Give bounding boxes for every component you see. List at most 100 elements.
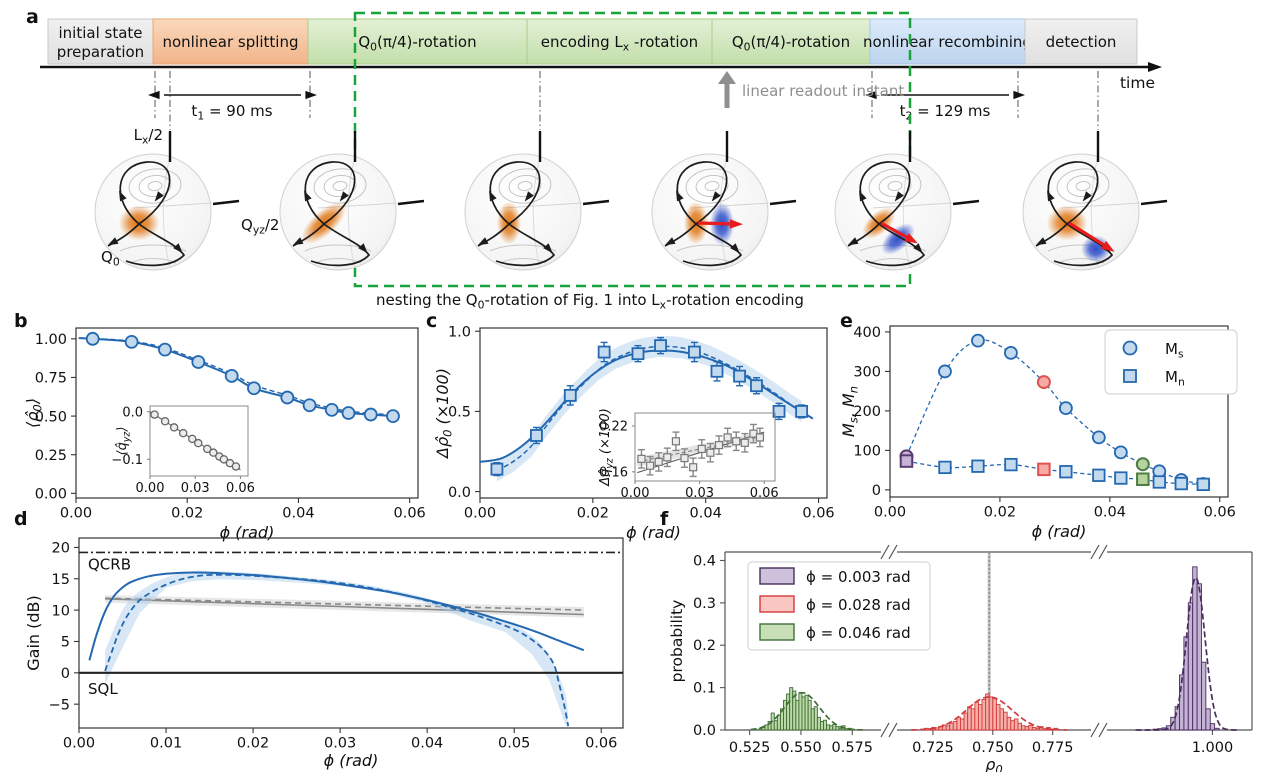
sql-label: SQL — [88, 680, 118, 698]
y-axis-label: Δq̂yz (×100) — [598, 408, 616, 487]
y-tick: 0.4 — [693, 553, 716, 569]
x-tick: 0.03 — [324, 736, 356, 752]
y-tick: 0 — [872, 483, 881, 499]
y-tick: 300 — [853, 365, 881, 381]
y-tick: 100 — [853, 444, 881, 460]
x-tick: 0.03 — [181, 481, 210, 496]
confidence-band — [105, 570, 569, 728]
y-tick: 0.22 — [599, 420, 628, 435]
x-axis-label: ϕ (rad) — [220, 523, 275, 542]
y-tick: 5 — [61, 635, 70, 651]
x-axis-label: ρ0 — [985, 755, 1002, 772]
panel-c-drho0-vs-phi: 0.00 0.02 0.04 0.06 0.0 0.5 1.0 ϕ (rad) Δρ̂0 (×1… — [433, 324, 835, 542]
bloch-sphere-4 — [651, 131, 797, 271]
legend-label: ϕ = 0.046 rad — [806, 624, 911, 642]
separatrix — [292, 161, 371, 267]
y-axis-label: Gain (dB) — [24, 595, 43, 671]
x-tick: 0.06 — [1204, 505, 1236, 521]
timeline-box-3: Q0(π/4)-rotation — [307, 18, 528, 65]
x-tick: 0.04 — [411, 736, 443, 752]
histogram-purple — [1135, 566, 1237, 731]
histogram-red — [911, 693, 1067, 731]
axes-b: 0.00 0.02 0.04 0.06 0.00 0.25 0.50 0.75 1.00 ϕ (r… — [23, 327, 426, 542]
x-tick: 0.02 — [171, 506, 203, 522]
x-tick: 0.00 — [621, 486, 650, 501]
gain-dashed — [104, 573, 570, 727]
qyz-axis-spike — [397, 199, 425, 206]
axis-break-icon — [1090, 544, 1100, 560]
panel-d-gain-vs-phi: 0.00 0.01 0.02 0.03 0.04 0.05 0.06 −5 0 5 10 15 20 ϕ … — [24, 537, 624, 770]
timeline-box-4: encoding Lx -rotation — [526, 18, 713, 65]
axes-f: 0.0 0.1 0.2 0.3 0.4 0.525 0.550 0.575 0.725 0.750… — [668, 544, 1253, 772]
y-tick: 0.0 — [122, 405, 143, 420]
timeline-box-7: detection — [1024, 18, 1138, 65]
readout-label: linear readout instant — [742, 82, 904, 100]
x-tick: 0.00 — [60, 506, 92, 522]
x-tick: 0.02 — [237, 736, 269, 752]
legend-e: Ms Mn — [1104, 329, 1238, 395]
panel-f-probability-histograms: 0.0 0.1 0.2 0.3 0.4 0.525 0.550 0.575 0.725 0.750… — [668, 544, 1253, 772]
legend-label: ϕ = 0.003 rad — [806, 568, 911, 586]
duration-arrow: t1 = 90 ms — [148, 90, 317, 123]
y-axis-label: ⟨ρ̂0⟩ — [23, 398, 45, 428]
x-tick: 0.750 — [972, 740, 1014, 756]
axes-b-inset: 0.00 0.03 0.06 0.0 −0.1⟨q̂yz⟩ — [111, 405, 255, 496]
y-tick: −0.1 — [111, 453, 143, 468]
x-tick: 0.02 — [577, 506, 609, 522]
axis-break-icon — [1098, 544, 1108, 560]
legend-label-mn: Mn — [1165, 368, 1185, 389]
y-tick: 0.5 — [448, 405, 471, 421]
qyz-axis-spike — [769, 199, 797, 206]
gaussian-envelope — [911, 696, 1067, 731]
bloch-sphere-3 — [464, 131, 610, 271]
nesting-caption: nesting the Q0-rotation of Fig. 1 into L… — [376, 291, 804, 312]
y-tick: 0.16 — [599, 466, 628, 481]
y-tick: 15 — [52, 572, 70, 588]
x-tick: 0.03 — [685, 486, 714, 501]
axis-break-icon — [880, 722, 890, 738]
gaussian-envelope — [1135, 576, 1237, 731]
qyz-axis-spike — [1140, 199, 1168, 206]
gain-solid — [88, 571, 585, 661]
timeline-box-6: nonlinear recombining — [863, 18, 1032, 65]
up-arrow-icon — [718, 71, 736, 84]
series-line-1 — [906, 460, 1204, 486]
legend-label: ϕ = 0.028 rad — [806, 596, 911, 614]
y-tick: 0.75 — [35, 371, 67, 387]
qyz-axis-spike — [582, 199, 610, 206]
box-label: Q0(π/4)-rotation — [358, 33, 476, 54]
series-line-0 — [905, 339, 1204, 485]
x-tick: 0.06 — [585, 736, 617, 752]
y-axis-label: Ms, Mn — [839, 386, 861, 437]
x-tick: 0.06 — [394, 506, 426, 522]
axes-d: 0.00 0.01 0.02 0.03 0.04 0.05 0.06 −5 0 5 10 15 20 ϕ … — [24, 537, 624, 770]
x-tick: 0.00 — [136, 481, 165, 496]
x-tick: 0.725 — [912, 740, 954, 756]
x-tick: 0.525 — [729, 740, 771, 756]
axis-break-icon — [880, 544, 890, 560]
duration-label: t2 = 129 ms — [900, 102, 991, 123]
y-axis-label: probability — [668, 600, 686, 683]
axes-e: 0.00 0.02 0.04 0.06 0 100 200 300 400 ϕ (rad) Ms, … — [839, 325, 1236, 541]
panel-b-rho0-vs-phi: 0.00 0.02 0.04 0.06 0.00 0.25 0.50 0.75 1.00 ϕ (r… — [23, 327, 426, 542]
qyz-axis-spike — [212, 199, 240, 206]
separatrix — [477, 161, 556, 267]
panel-label-c: c — [426, 310, 438, 332]
box-label: nonlinear recombining — [863, 33, 1032, 51]
bloch-sphere-6 — [1022, 131, 1168, 271]
y-tick: 0.1 — [693, 681, 716, 697]
y-tick: 0.0 — [448, 485, 471, 501]
separatrix — [847, 161, 926, 267]
bloch-sphere-1 — [94, 131, 240, 271]
displacement-arrow — [1068, 221, 1108, 249]
histogram-green — [750, 687, 863, 731]
legend-swatch-green — [759, 623, 795, 641]
box-label: Q0(π/4)-rotation — [732, 33, 850, 54]
x-tick: 0.575 — [832, 740, 874, 756]
y-tick: −5 — [49, 697, 70, 713]
box-label: detection — [1046, 33, 1117, 51]
blue-state-blob — [881, 223, 915, 255]
